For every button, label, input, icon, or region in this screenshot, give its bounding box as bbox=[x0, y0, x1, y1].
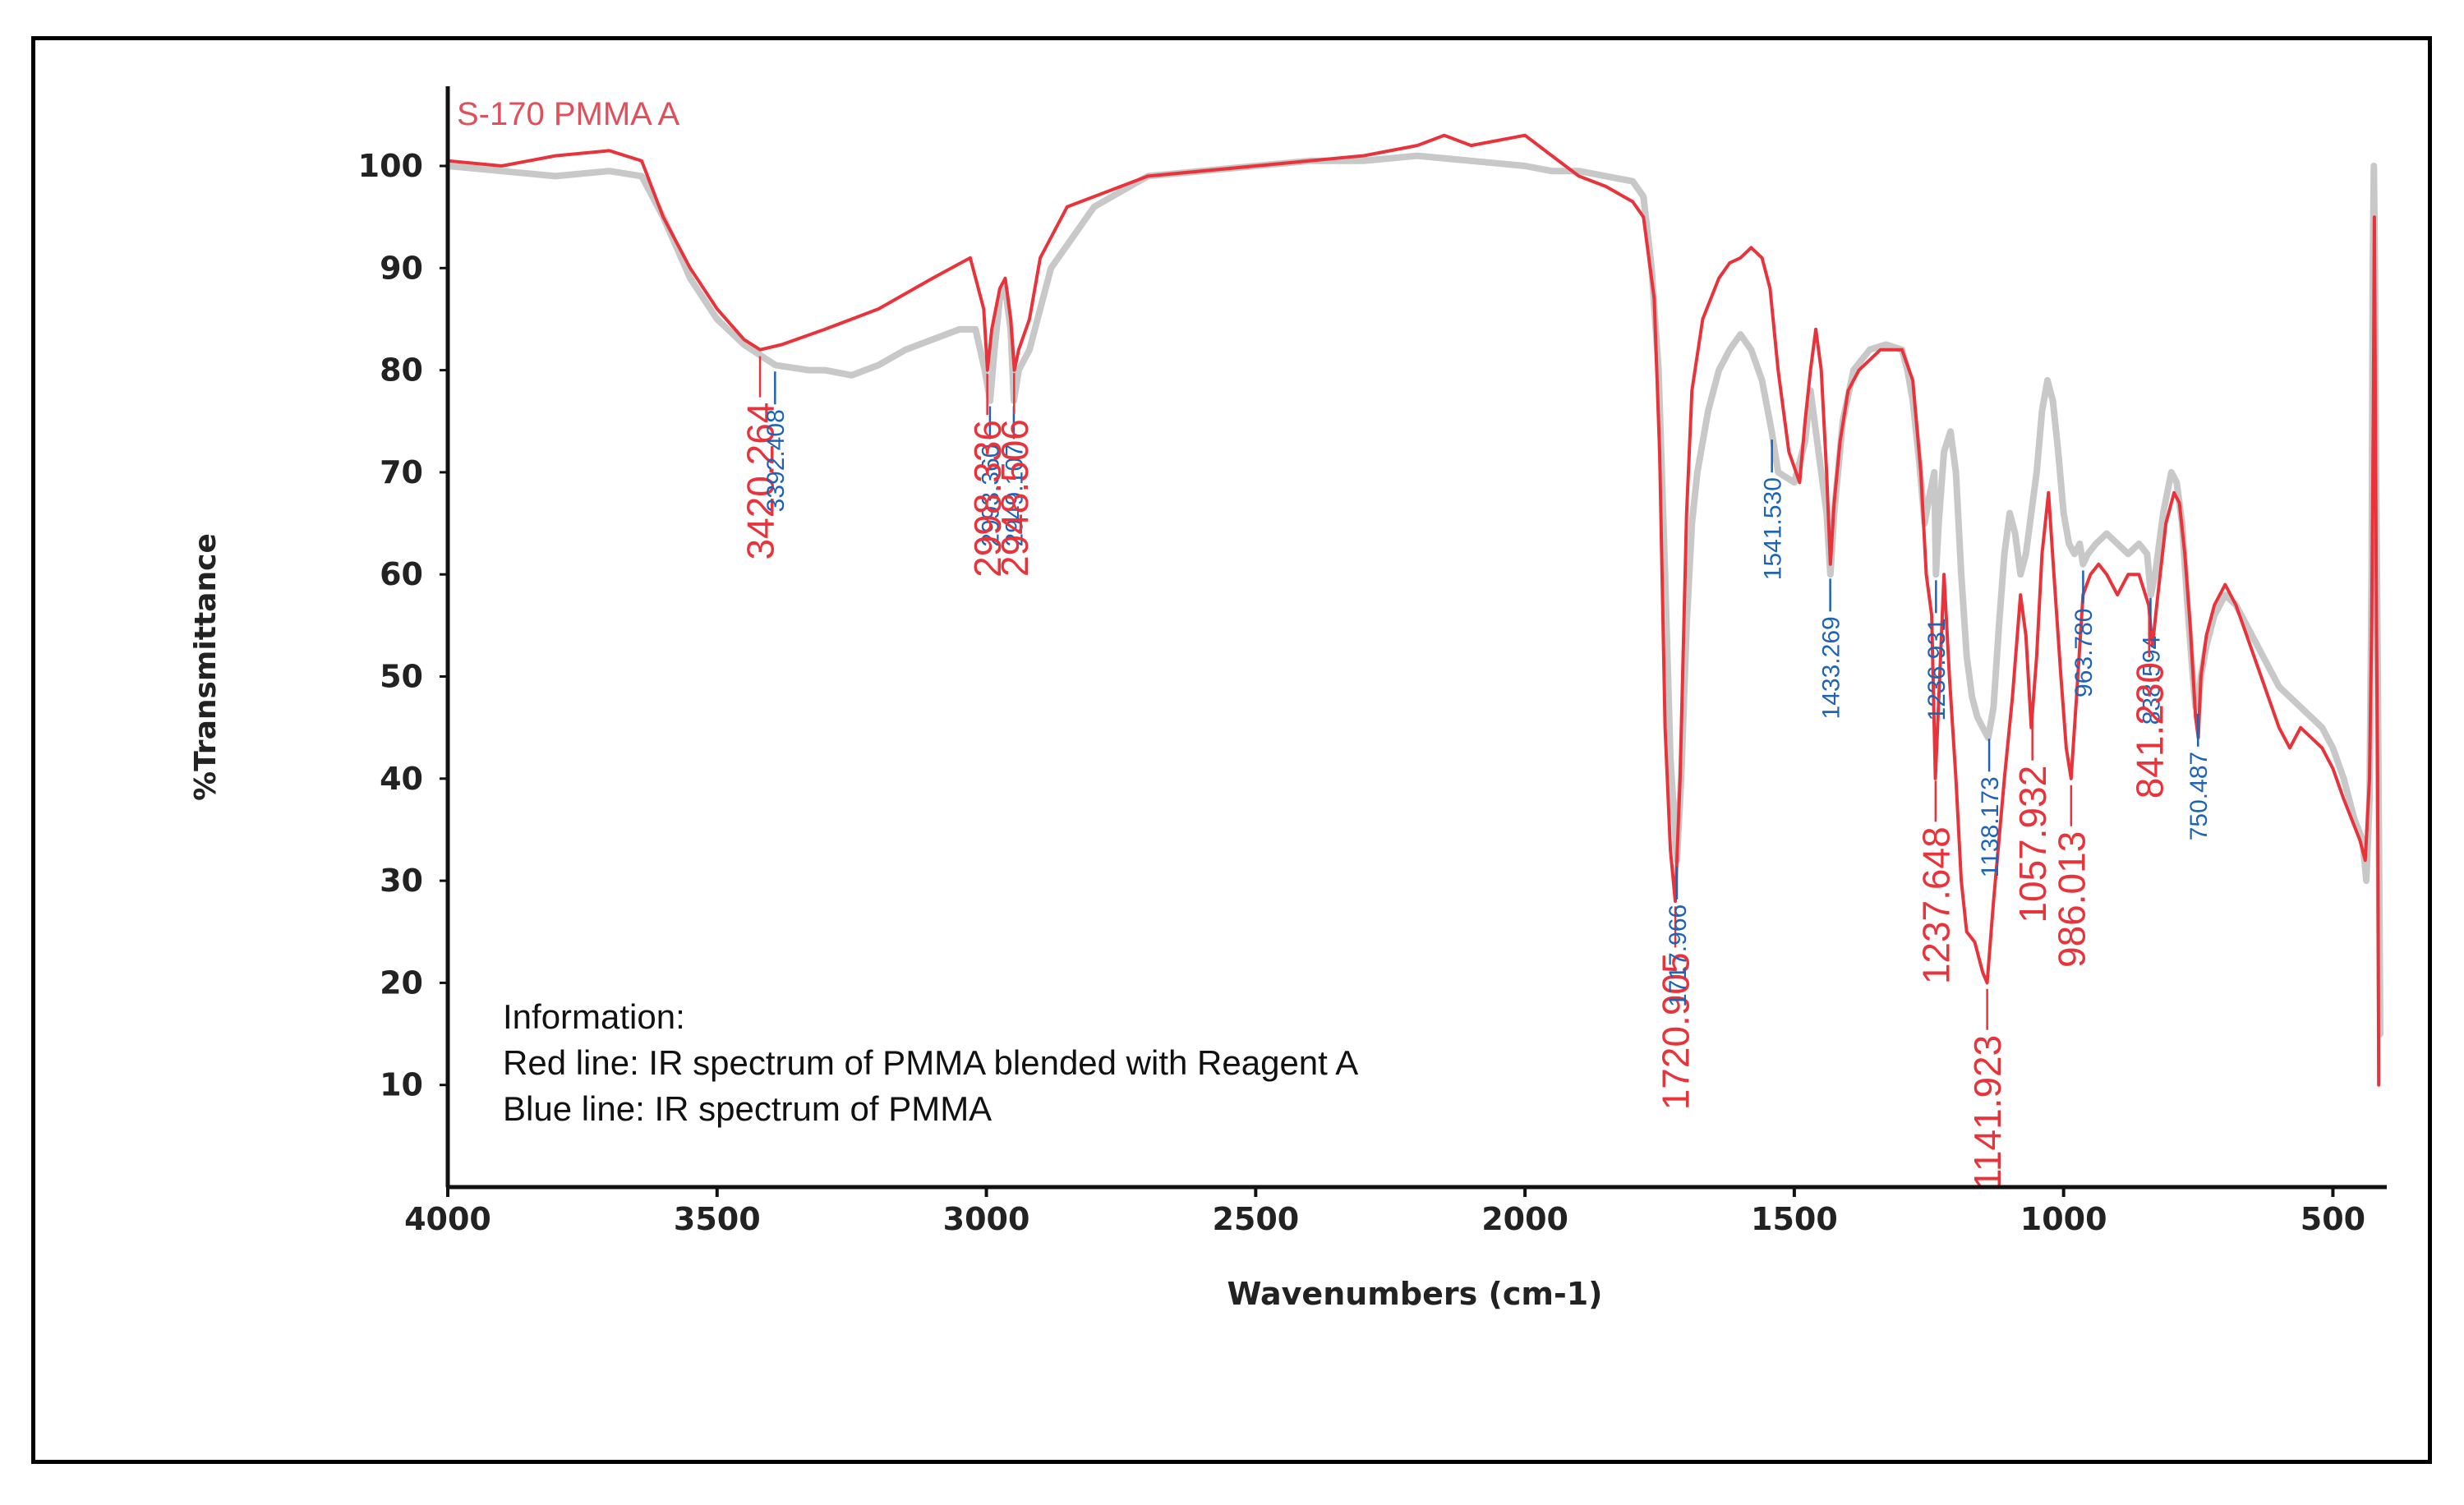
peak-label-red: 1057.932 bbox=[2011, 766, 2054, 923]
peak-label-red: 986.013 bbox=[2050, 831, 2093, 968]
y-tick-label: 10 bbox=[380, 1067, 423, 1103]
info-blue-line: Blue line: IR spectrum of PMMA bbox=[503, 1089, 993, 1128]
y-tick-label: 20 bbox=[380, 964, 423, 1001]
series-line-pmma-reagent-a bbox=[446, 133, 2381, 1087]
peak-label-red: 2998.336 bbox=[966, 420, 1009, 578]
peak-label-blue: 963.780 bbox=[2070, 609, 2098, 697]
peak-label-blue: 1138.173 bbox=[1977, 776, 2004, 877]
peak-label-red: 2948.506 bbox=[993, 419, 1036, 577]
peak-label-blue: 750.487 bbox=[2185, 752, 2213, 840]
x-tick-label: 500 bbox=[2301, 1201, 2365, 1237]
chart-title: S-170 PMMA A bbox=[457, 96, 680, 132]
peak-label-blue: 838.594 bbox=[2138, 636, 2165, 725]
information-legend: Information: Red line: IR spectrum of PM… bbox=[503, 994, 1358, 1132]
peak-label-blue: 1236.931 bbox=[1923, 618, 1950, 720]
y-axis-label: %Transmittance bbox=[189, 533, 223, 801]
y-tick-label: 60 bbox=[380, 556, 423, 592]
series-line-pmma bbox=[444, 152, 2384, 1038]
y-tick-label: 40 bbox=[380, 761, 423, 797]
peak-label-blue: 2949.107 bbox=[1002, 444, 1029, 546]
peak-label-red: 1141.923 bbox=[1966, 1035, 2009, 1190]
y-tick-label: 30 bbox=[380, 863, 423, 899]
y-tick-label: 100 bbox=[358, 148, 423, 184]
peak-label-blue: 3392.408 bbox=[762, 409, 790, 512]
x-tick-label: 1000 bbox=[2020, 1201, 2107, 1237]
y-tick-label: 50 bbox=[380, 659, 423, 695]
x-tick-label: 3000 bbox=[943, 1201, 1030, 1237]
x-tick-label: 1500 bbox=[1751, 1201, 1838, 1237]
peak-label-red: 3420.264 bbox=[739, 403, 782, 560]
peak-label-blue: 1541.530 bbox=[1760, 477, 1787, 580]
info-heading: Information: bbox=[503, 997, 685, 1036]
y-tick-label: 70 bbox=[380, 454, 423, 490]
axis-ticks: 4000 3500 3000 2500 2000 1500 1000 500 100 90 80 70… bbox=[358, 148, 2365, 1237]
x-tick-label: 4000 bbox=[404, 1201, 491, 1237]
peak-label-red: 1237.648 bbox=[1914, 826, 1957, 984]
peak-label-red: 841.230 bbox=[2128, 662, 2171, 799]
x-axis-label: Wavenumbers (cm-1) bbox=[1227, 1276, 1602, 1312]
peak-label-blue: 1433.269 bbox=[1817, 616, 1845, 719]
y-tick-label: 80 bbox=[380, 352, 423, 389]
peak-label-red: 1720.905 bbox=[1655, 952, 1697, 1110]
peak-label-blue: 2993.360 bbox=[978, 444, 1005, 547]
info-red-line: Red line: IR spectrum of PMMA blended wi… bbox=[503, 1043, 1359, 1082]
y-tick-label: 90 bbox=[380, 250, 423, 286]
series-layer bbox=[444, 133, 2384, 1087]
x-tick-label: 2000 bbox=[1481, 1201, 1568, 1237]
x-tick-label: 2500 bbox=[1212, 1201, 1299, 1237]
x-tick-label: 3500 bbox=[674, 1201, 761, 1237]
peak-label-blue: 1717.966 bbox=[1665, 904, 1692, 1007]
